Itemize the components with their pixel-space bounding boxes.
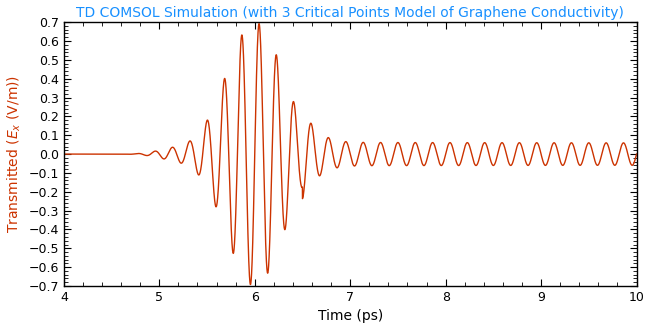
Y-axis label: Transmitted ($E_x$ (V/m)): Transmitted ($E_x$ (V/m)) xyxy=(6,75,23,233)
X-axis label: Time (ps): Time (ps) xyxy=(318,310,383,323)
Title: TD COMSOL Simulation (with 3 Critical Points Model of Graphene Conductivity): TD COMSOL Simulation (with 3 Critical Po… xyxy=(76,6,624,19)
